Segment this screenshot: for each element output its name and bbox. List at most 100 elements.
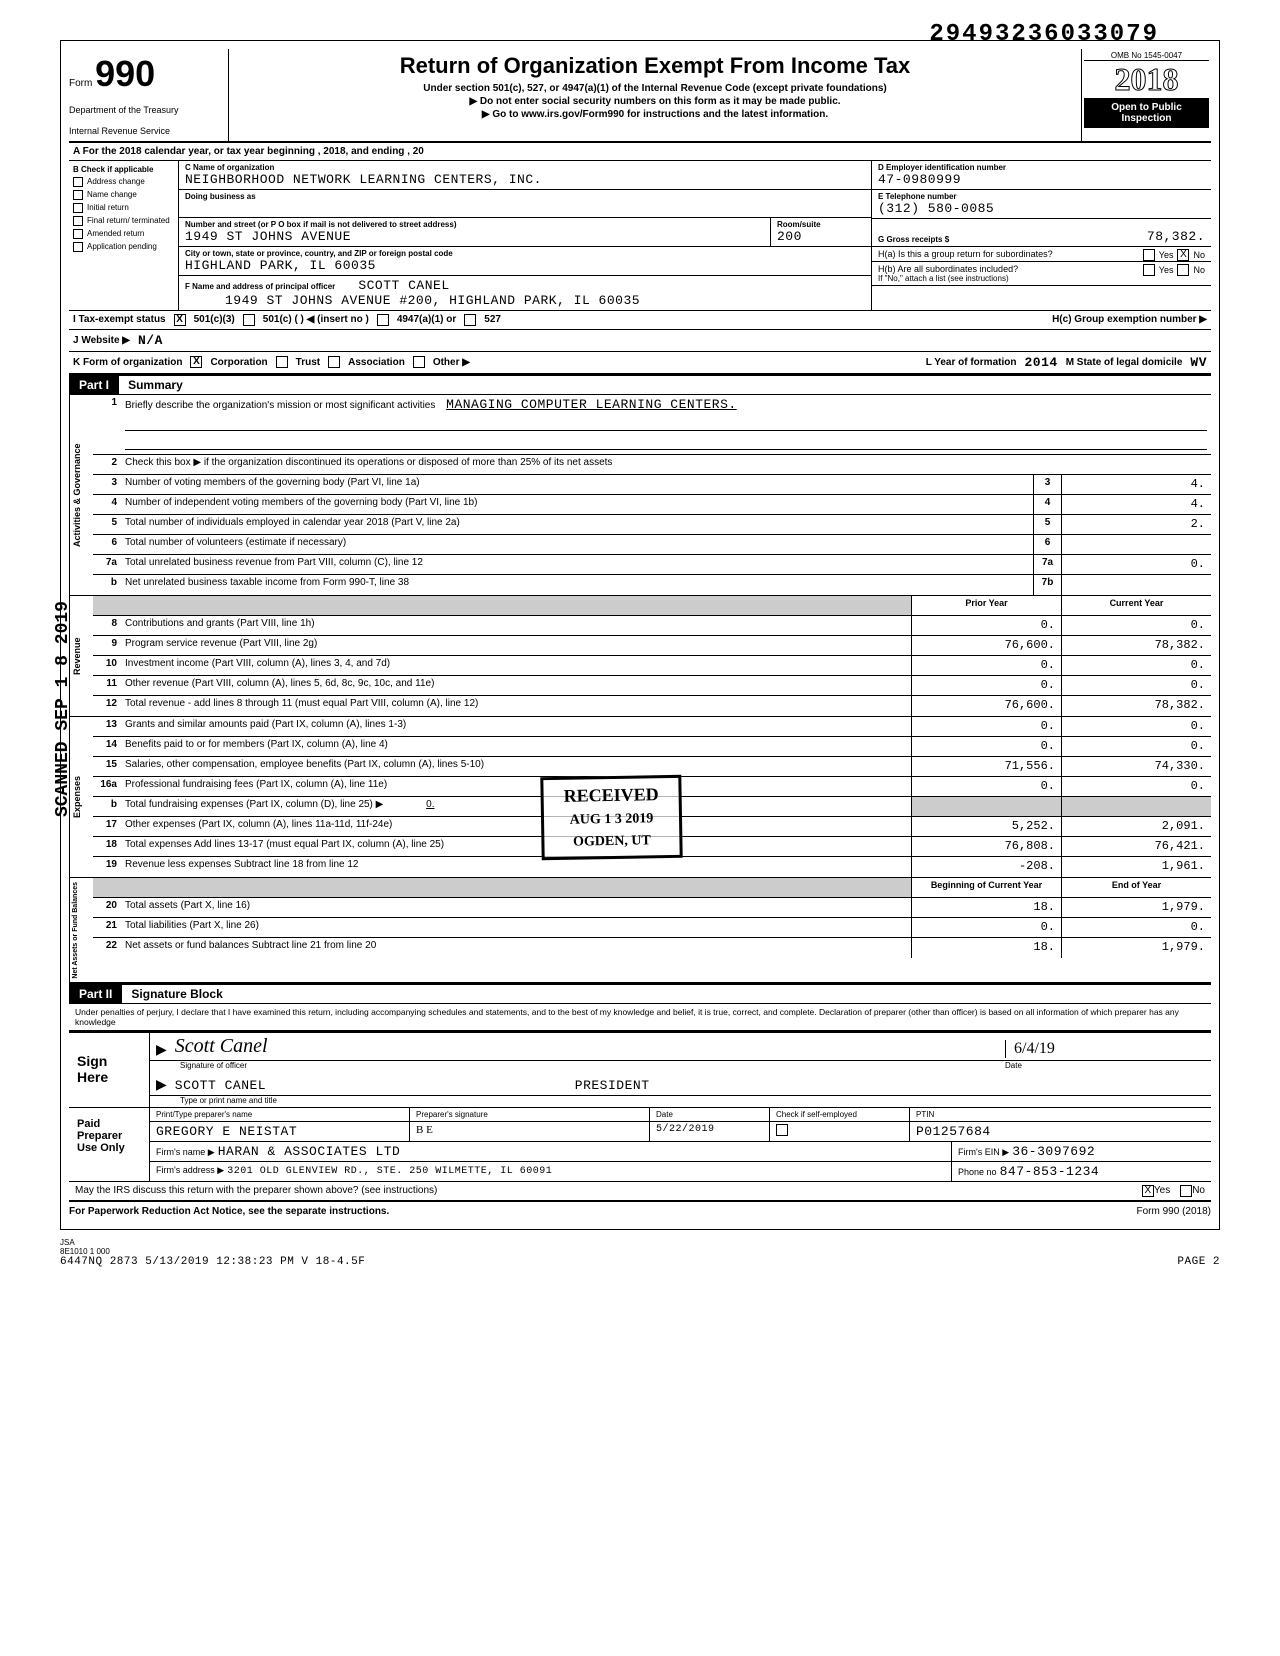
received-stamp: RECEIVED AUG 1 3 2019 OGDEN, UT: [540, 775, 682, 860]
subtitle-3: ▶ Go to www.irs.gov/Form990 for instruct…: [237, 109, 1073, 120]
line-11: 11Other revenue (Part VIII, column (A), …: [93, 676, 1211, 696]
line-7b: bNet unrelated business taxable income f…: [93, 575, 1211, 595]
dba-label: Doing business as: [185, 192, 865, 201]
form-number: 990: [95, 53, 155, 94]
form-label: Form: [69, 78, 95, 89]
document-stamp-number: 29493236033079: [929, 21, 1159, 48]
paperwork-notice: For Paperwork Reduction Act Notice, see …: [69, 1206, 389, 1217]
cb-assoc: [328, 356, 340, 368]
row-j: J Website ▶ N/A: [69, 330, 1211, 352]
preparer-row: GREGORY E NEISTAT B E 5/22/2019 P0125768…: [150, 1122, 1211, 1142]
form-title: Return of Organization Exempt From Incom…: [237, 53, 1073, 79]
ein-row: D Employer identification number 47-0980…: [872, 161, 1211, 190]
line-10: 10Investment income (Part VIII, column (…: [93, 656, 1211, 676]
line-3: 3Number of voting members of the governi…: [93, 475, 1211, 495]
preparer-date: 5/22/2019: [650, 1122, 770, 1141]
sign-date: 6/4/19: [1005, 1040, 1205, 1058]
hb-row: H(b) Are all subordinates included? Yes …: [872, 262, 1211, 286]
revenue-section: Revenue Prior Year Current Year 8Contrib…: [69, 596, 1211, 717]
org-name-label: C Name of organization: [185, 163, 865, 172]
l-value: 2014: [1024, 355, 1057, 370]
header-left: Form 990 Department of the Treasury Inte…: [69, 49, 229, 141]
dept-irs: Internal Revenue Service: [69, 126, 220, 137]
line-5: 5Total number of individuals employed in…: [93, 515, 1211, 535]
preparer-header: Print/Type preparer's name Preparer's si…: [150, 1108, 1211, 1122]
part1-header: Part I: [69, 376, 119, 394]
preparer-name: GREGORY E NEISTAT: [150, 1122, 410, 1141]
website-value: N/A: [138, 333, 163, 348]
signer-title: PRESIDENT: [575, 1078, 650, 1093]
row-k-label: K Form of organization: [73, 357, 182, 368]
line-12: 12Total revenue - add lines 8 through 11…: [93, 696, 1211, 716]
cb-501c3: X: [174, 314, 186, 326]
hc-label: H(c) Group exemption number ▶: [1052, 314, 1207, 325]
org-name: NEIGHBORHOOD NETWORK LEARNING CENTERS, I…: [185, 172, 865, 187]
line-19: 19Revenue less expenses Subtract line 18…: [93, 857, 1211, 877]
street-row: Number and street (or P O box if mail is…: [179, 218, 871, 247]
netassets-section: Net Assets or Fund Balances Beginning of…: [69, 878, 1211, 985]
m-label: M State of legal domicile: [1066, 357, 1183, 368]
governance-section: Activities & Governance 1 Briefly descri…: [69, 395, 1211, 596]
part2-header-row: Part II Signature Block: [69, 984, 1211, 1004]
ha-row: H(a) Is this a group return for subordin…: [872, 247, 1211, 262]
header-right: OMB No 1545-0047 2018 Open to Public Ins…: [1081, 49, 1211, 141]
row-a-tax-year: A For the 2018 calendar year, or tax yea…: [69, 143, 1211, 161]
officer-addr: 1949 ST JOHNS AVENUE #200, HIGHLAND PARK…: [225, 293, 865, 308]
dept-treasury: Department of the Treasury: [69, 105, 220, 116]
cb-final-return: Final return/ terminated: [73, 216, 174, 226]
revenue-header: Prior Year Current Year: [93, 596, 1211, 616]
phone-row: E Telephone number (312) 580-0085: [872, 190, 1211, 219]
preparer-label: Paid Preparer Use Only: [69, 1108, 149, 1181]
perjury-statement: Under penalties of perjury, I declare th…: [69, 1004, 1211, 1031]
phone-label: E Telephone number: [878, 192, 1205, 201]
city-value: HIGHLAND PARK, IL 60035: [185, 258, 865, 273]
room-label: Room/suite: [777, 220, 865, 229]
expenses-label: Expenses: [69, 717, 93, 877]
netassets-header: Beginning of Current Year End of Year: [93, 878, 1211, 898]
city-row: City or town, state or province, country…: [179, 247, 871, 276]
firm-phone: 847-853-1234: [1000, 1164, 1100, 1179]
line-13: 13Grants and similar amounts paid (Part …: [93, 717, 1211, 737]
footer: For Paperwork Reduction Act Notice, see …: [69, 1202, 1211, 1221]
line-9: 9Program service revenue (Part VIII, lin…: [93, 636, 1211, 656]
signature-line: ▶ Scott Canel 6/4/19: [150, 1033, 1211, 1061]
line-8: 8Contributions and grants (Part VIII, li…: [93, 616, 1211, 636]
line-15: 15Salaries, other compensation, employee…: [93, 757, 1211, 777]
phone-value: (312) 580-0085: [878, 201, 1205, 216]
ein-label: D Employer identification number: [878, 163, 1205, 172]
line-4: 4Number of independent voting members of…: [93, 495, 1211, 515]
street-value: 1949 ST JOHNS AVENUE: [185, 229, 764, 244]
line-1: 1 Briefly describe the organization's mi…: [93, 395, 1211, 455]
mission-text: MANAGING COMPUTER LEARNING CENTERS.: [446, 397, 737, 412]
firm-name-row: Firm's name ▶ HARAN & ASSOCIATES LTD Fir…: [150, 1142, 1211, 1162]
header-center: Return of Organization Exempt From Incom…: [229, 49, 1081, 141]
open-public: Open to Public Inspection: [1084, 98, 1209, 128]
city-label: City or town, state or province, country…: [185, 249, 865, 258]
cb-4947: [377, 314, 389, 326]
row-j-label: J Website ▶: [73, 335, 130, 346]
cb-other: [413, 356, 425, 368]
line-22: 22Net assets or fund balances Subtract l…: [93, 938, 1211, 958]
m-value: WV: [1190, 355, 1207, 370]
firm-ein: 36-3097692: [1012, 1144, 1095, 1159]
form-header: Form 990 Department of the Treasury Inte…: [69, 49, 1211, 143]
cb-initial-return: Initial return: [73, 203, 174, 213]
gross-value: 78,382.: [949, 229, 1205, 244]
line-7a: 7aTotal unrelated business revenue from …: [93, 555, 1211, 575]
section-c: C Name of organization NEIGHBORHOOD NETW…: [179, 161, 871, 310]
row-i: I Tax-exempt status X501(c)(3) 501(c) ( …: [69, 311, 1211, 330]
gross-receipts-row: G Gross receipts $ 78,382.: [872, 219, 1211, 247]
cb-corp: X: [190, 356, 202, 368]
omb-number: OMB No 1545-0047: [1084, 51, 1209, 61]
officer-name: SCOTT CANEL: [358, 278, 449, 293]
cb-trust: [276, 356, 288, 368]
room-value: 200: [777, 229, 865, 244]
sign-here-section: Sign Here ▶ Scott Canel 6/4/19 Signature…: [69, 1031, 1211, 1108]
l-label: L Year of formation: [926, 357, 1017, 368]
part2-title: Signature Block: [125, 985, 228, 1003]
cb-application-pending: Application pending: [73, 242, 174, 252]
revenue-label: Revenue: [69, 596, 93, 716]
row-i-label: I Tax-exempt status: [73, 314, 166, 325]
cb-501c: [243, 314, 255, 326]
dba-row: Doing business as: [179, 190, 871, 218]
